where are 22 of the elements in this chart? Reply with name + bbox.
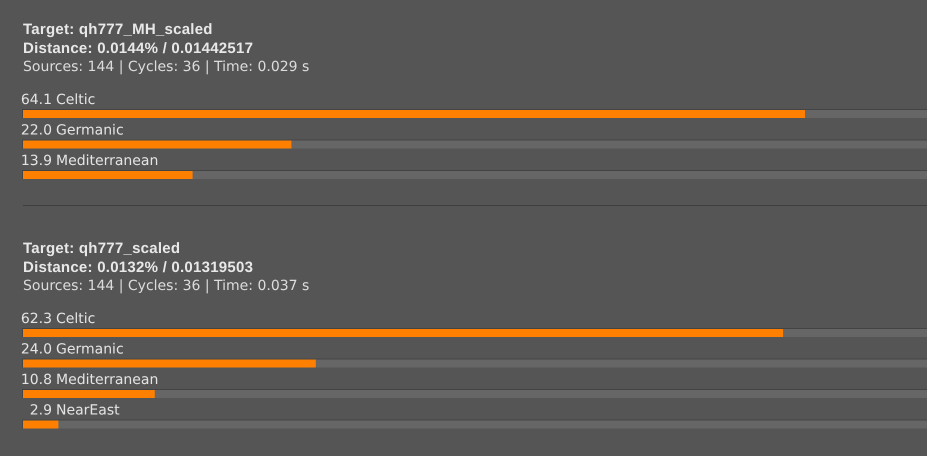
y-tick-label: Mediterranean	[56, 372, 158, 388]
source-note: Sources: 144 | Cycles: 36 | Time: 0.029 s	[23, 58, 310, 77]
chart-title: Target: qh777_scaled	[23, 239, 182, 258]
chart-subtitle: Distance: 0.0132% / 0.01319503	[23, 258, 254, 277]
y-tick-label: Celtic	[56, 311, 96, 327]
data-label: 22.0	[20, 122, 52, 138]
source-note: Sources: 144 | Cycles: 36 | Time: 0.037 s	[23, 277, 310, 296]
data-label: 10.8	[20, 372, 52, 388]
data-label: 64.1	[20, 92, 52, 108]
bar	[23, 390, 155, 398]
data-label: 13.9	[20, 153, 52, 169]
data-label: 24.0	[20, 342, 52, 358]
y-tick-label: Mediterranean	[56, 153, 158, 169]
y-tick-label: Germanic	[56, 342, 124, 358]
y-tick-label: Germanic	[56, 122, 124, 138]
y-tick-label: NearEast	[56, 402, 120, 418]
chart-subtitle: Distance: 0.0144% / 0.01442517	[23, 39, 254, 58]
chart-title: Target: qh777_MH_scaled	[23, 20, 214, 39]
data-label: 62.3	[20, 311, 52, 327]
data-label: 2.9	[30, 402, 52, 418]
y-tick-label: Celtic	[56, 92, 96, 108]
bar	[23, 420, 58, 428]
